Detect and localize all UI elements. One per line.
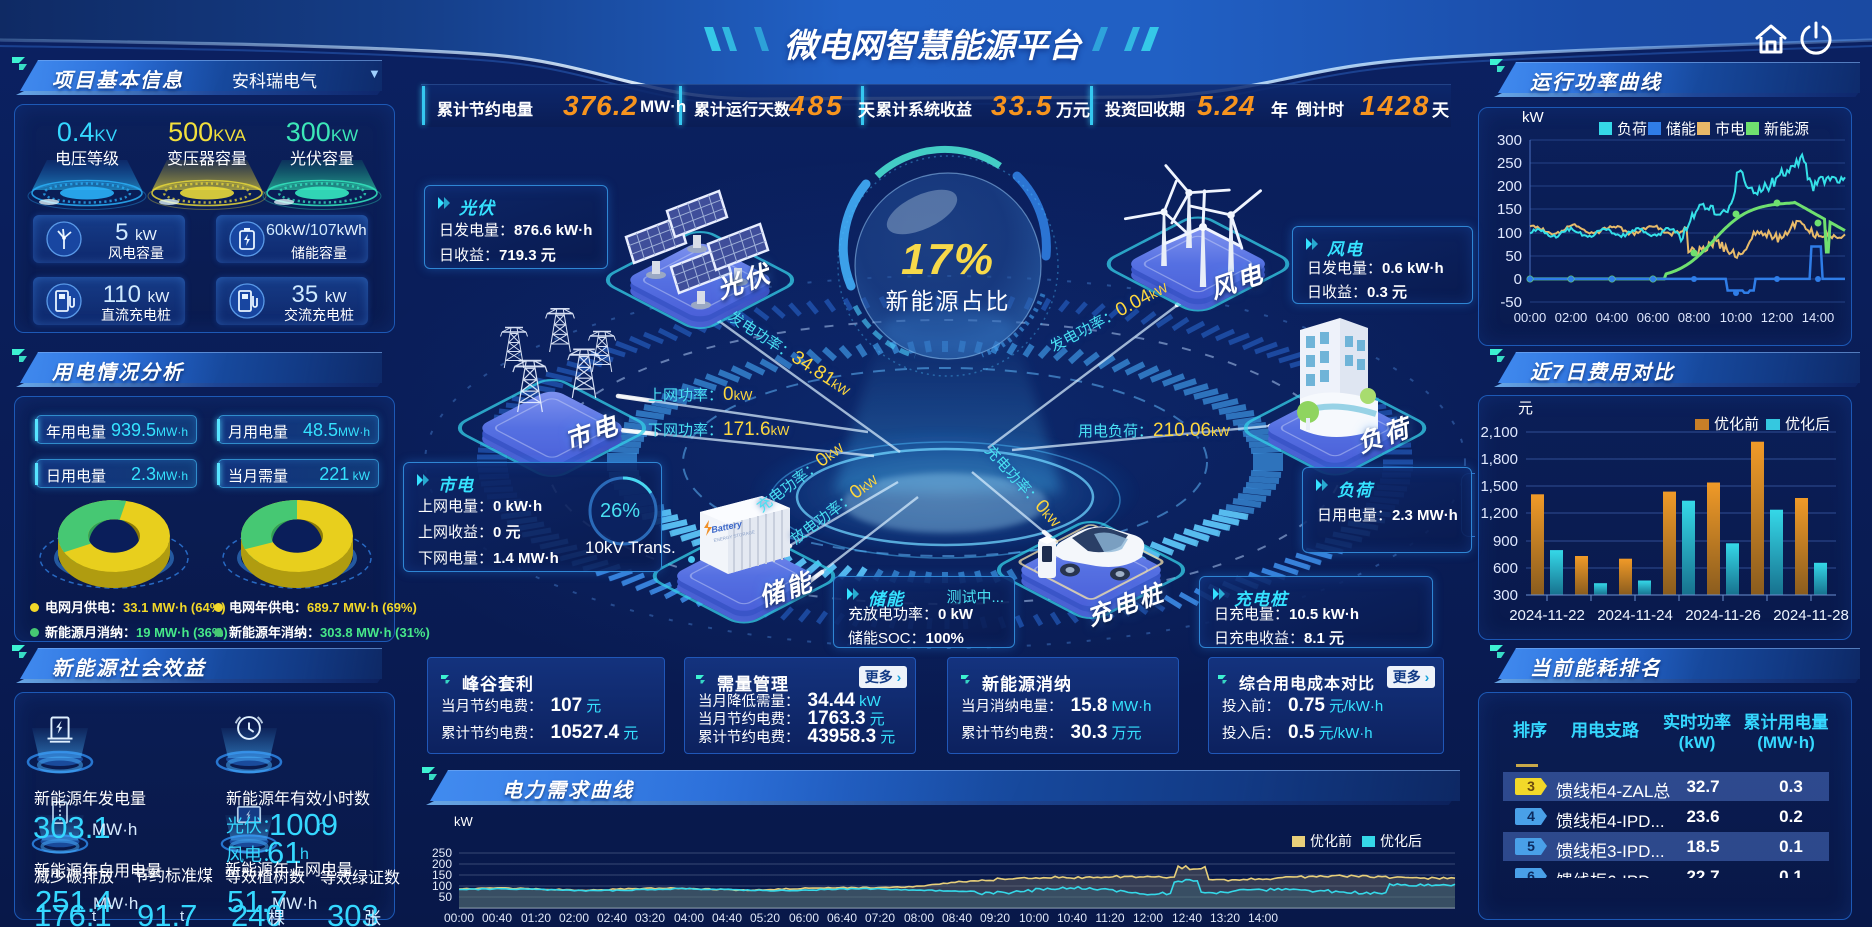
svg-text:300: 300: [1497, 132, 1522, 149]
svg-text:06:40: 06:40: [827, 911, 857, 925]
svg-text:元: 元: [1518, 400, 1533, 417]
svg-text:2024-11-28: 2024-11-28: [1773, 607, 1849, 624]
svg-text:04:00: 04:00: [1596, 310, 1629, 325]
svg-text:2024-11-24: 2024-11-24: [1597, 607, 1673, 624]
svg-text:150: 150: [1497, 201, 1522, 218]
svg-text:600: 600: [1493, 560, 1518, 577]
svg-text:250: 250: [1497, 155, 1522, 172]
svg-text:-50: -50: [1500, 294, 1522, 311]
svg-text:负荷: 负荷: [1617, 121, 1647, 138]
svg-text:07:20: 07:20: [865, 911, 895, 925]
svg-text:08:00: 08:00: [1678, 310, 1711, 325]
svg-text:2,100: 2,100: [1480, 424, 1518, 441]
svg-text:06:00: 06:00: [789, 911, 819, 925]
svg-text:50: 50: [439, 890, 453, 904]
svg-text:1,200: 1,200: [1480, 505, 1518, 522]
svg-text:10:00: 10:00: [1720, 310, 1753, 325]
svg-text:1,500: 1,500: [1480, 478, 1518, 495]
svg-text:200: 200: [432, 857, 452, 871]
svg-text:11:20: 11:20: [1095, 911, 1124, 925]
svg-text:08:40: 08:40: [942, 911, 972, 925]
svg-text:09:20: 09:20: [980, 911, 1010, 925]
svg-text:100: 100: [1497, 225, 1522, 242]
svg-text:10:00: 10:00: [1019, 911, 1049, 925]
svg-text:250: 250: [432, 846, 452, 860]
svg-text:100: 100: [432, 879, 452, 893]
svg-text:01:20: 01:20: [521, 911, 551, 925]
svg-text:150: 150: [432, 868, 452, 882]
svg-text:12:40: 12:40: [1172, 911, 1202, 925]
svg-text:00:40: 00:40: [482, 911, 512, 925]
svg-text:kW: kW: [454, 814, 474, 829]
svg-text:00:00: 00:00: [444, 911, 474, 925]
svg-text:08:00: 08:00: [904, 911, 934, 925]
svg-text:储能: 储能: [1666, 121, 1696, 138]
svg-text:04:00: 04:00: [674, 911, 704, 925]
svg-text:1,800: 1,800: [1480, 451, 1518, 468]
svg-text:2024-11-22: 2024-11-22: [1509, 607, 1585, 624]
svg-text:优化前: 优化前: [1310, 833, 1352, 849]
svg-text:200: 200: [1497, 178, 1522, 195]
svg-text:300: 300: [1493, 587, 1518, 604]
svg-text:优化后: 优化后: [1380, 833, 1422, 849]
svg-text:50: 50: [1505, 248, 1522, 265]
svg-text:kW: kW: [1522, 109, 1545, 126]
svg-text:900: 900: [1493, 533, 1518, 550]
svg-text:05:20: 05:20: [750, 911, 780, 925]
svg-text:12:00: 12:00: [1133, 911, 1163, 925]
svg-text:03:20: 03:20: [635, 911, 665, 925]
svg-text:14:00: 14:00: [1248, 911, 1278, 925]
svg-text:优化后: 优化后: [1785, 416, 1830, 433]
svg-text:14:00: 14:00: [1802, 310, 1835, 325]
svg-text:02:40: 02:40: [597, 911, 627, 925]
svg-text:2024-11-26: 2024-11-26: [1685, 607, 1761, 624]
svg-text:06:00: 06:00: [1637, 310, 1670, 325]
svg-text:优化前: 优化前: [1714, 416, 1759, 433]
svg-text:04:40: 04:40: [712, 911, 742, 925]
svg-text:02:00: 02:00: [559, 911, 589, 925]
svg-text:0: 0: [1514, 271, 1522, 288]
svg-text:10:40: 10:40: [1057, 911, 1087, 925]
svg-text:00:00: 00:00: [1514, 310, 1547, 325]
svg-text:新能源: 新能源: [1764, 121, 1809, 138]
svg-text:市电: 市电: [1715, 121, 1745, 138]
svg-text:12:00: 12:00: [1761, 310, 1794, 325]
svg-text:13:20: 13:20: [1210, 911, 1240, 925]
svg-text:02:00: 02:00: [1555, 310, 1588, 325]
